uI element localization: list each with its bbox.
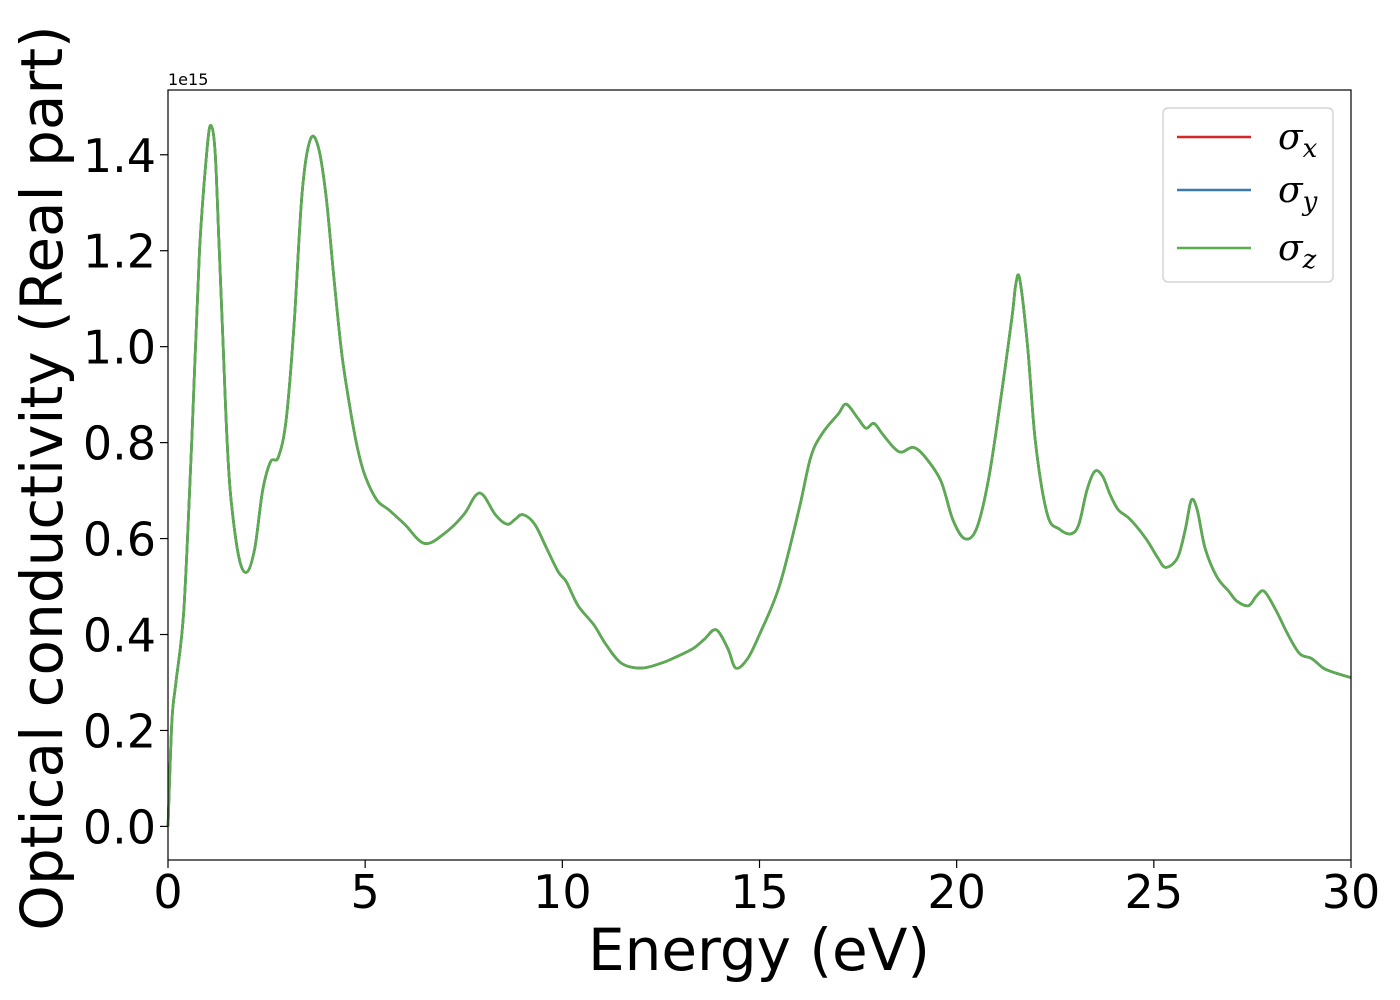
legend-subscript: y xyxy=(1302,187,1318,217)
legend-symbol: σ xyxy=(1278,170,1304,211)
y-tick-label: 0.2 xyxy=(83,704,156,758)
legend-subscript: x xyxy=(1303,134,1318,164)
y-axis: 0.0 0.2 0.4 0.6 0.8 1.0 1.2 1.4 xyxy=(83,129,168,854)
x-tick-label: 20 xyxy=(927,865,986,919)
y-tick-label: 1.2 xyxy=(83,225,156,279)
x-axis: 0 5 10 15 20 25 30 xyxy=(153,860,1380,919)
x-tick-label: 15 xyxy=(730,865,789,919)
y-tick-label: 1.4 xyxy=(83,129,156,183)
legend-label: σx xyxy=(1278,117,1318,164)
series-line xyxy=(166,124,1352,827)
legend-subscript: z xyxy=(1302,245,1317,275)
x-axis-title: Energy (eV) xyxy=(588,916,930,984)
legend-label: σz xyxy=(1278,228,1317,275)
x-tick-label: 0 xyxy=(153,865,182,919)
y-axis-title: Optical conductivity (Real part) xyxy=(8,25,76,930)
y-offset-label: 1e15 xyxy=(168,70,208,89)
x-tick-label: 25 xyxy=(1125,865,1184,919)
series-layer xyxy=(166,124,1352,827)
legend-symbol: σ xyxy=(1278,228,1304,269)
y-tick-label: 0.0 xyxy=(83,800,156,854)
x-tick-label: 30 xyxy=(1322,865,1381,919)
y-tick-label: 0.6 xyxy=(83,513,156,567)
x-tick-label: 5 xyxy=(351,865,380,919)
y-tick-label: 0.8 xyxy=(83,417,156,471)
legend-symbol: σ xyxy=(1278,117,1304,158)
legend-box xyxy=(1162,107,1334,283)
legend-label: σy xyxy=(1278,170,1318,217)
x-tick-label: 10 xyxy=(533,865,592,919)
y-tick-label: 0.4 xyxy=(83,609,156,663)
y-tick-label: 1.0 xyxy=(83,321,156,375)
